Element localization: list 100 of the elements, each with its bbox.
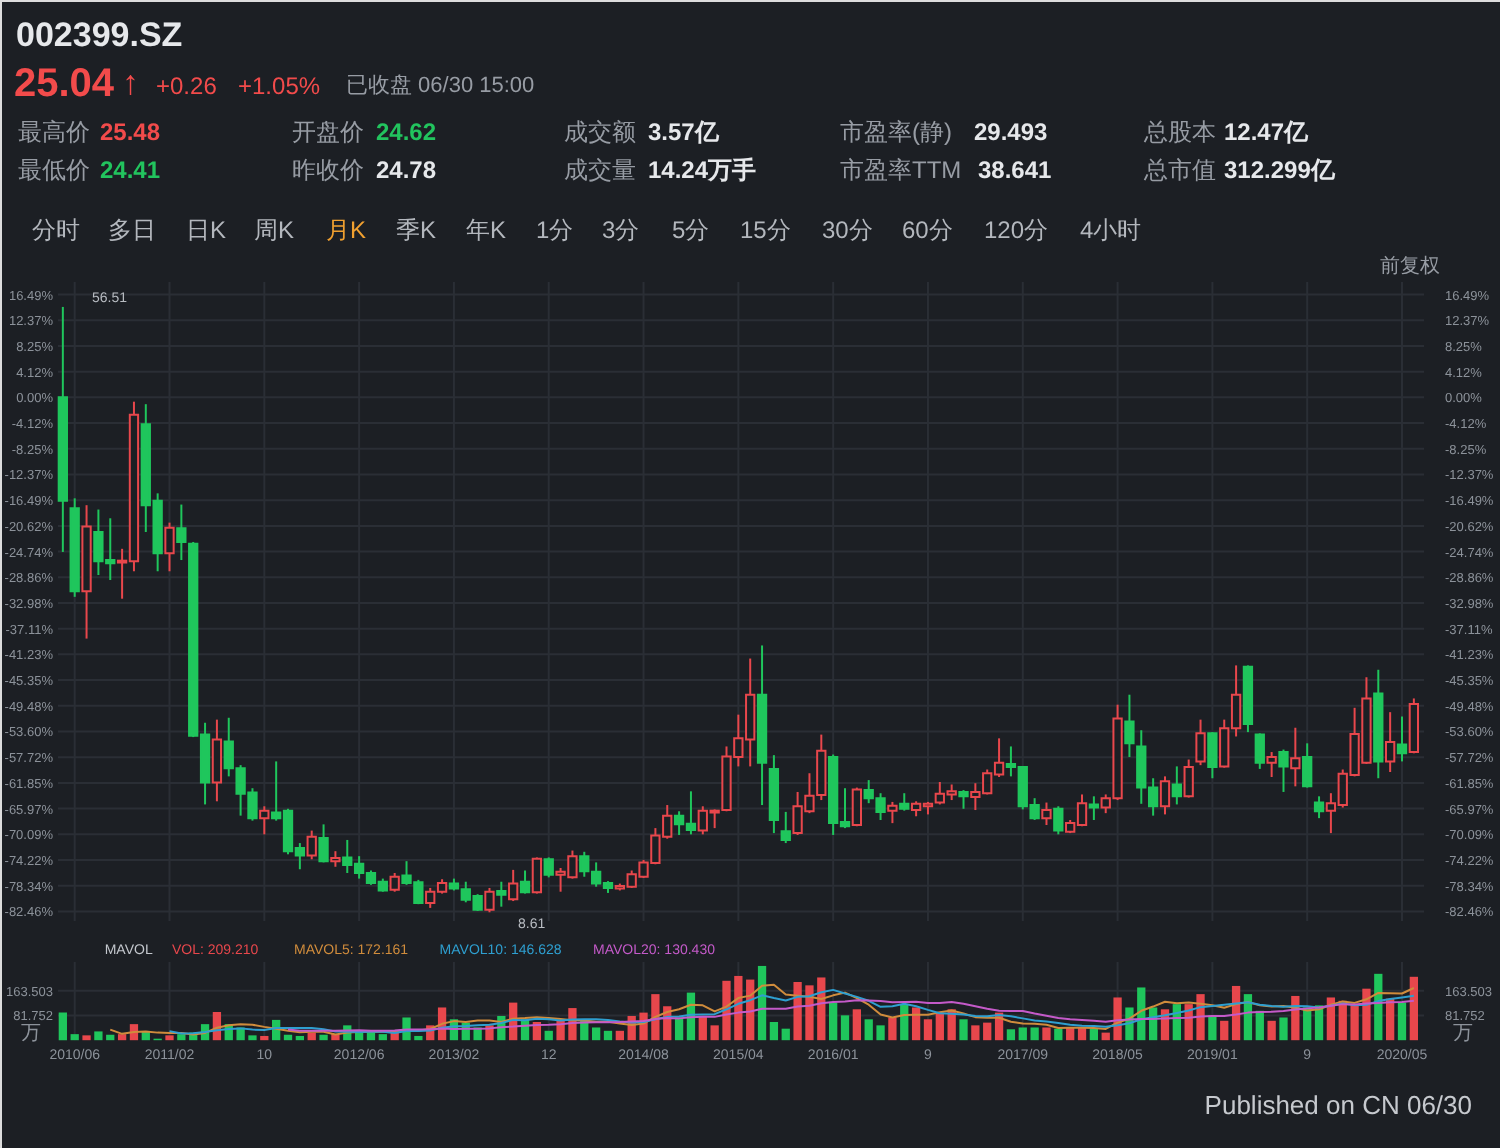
- text: 年K: [466, 216, 507, 244]
- bar: [591, 1027, 601, 1041]
- bar: [959, 1019, 968, 1041]
- bar: [378, 1034, 387, 1041]
- candlestick: [1041, 801, 1052, 826]
- text: 1分: [536, 216, 574, 244]
- candlestick: [1290, 726, 1301, 788]
- candlestick: [211, 718, 223, 803]
- candlestick: [531, 856, 543, 895]
- text: 开盘价: [292, 118, 364, 146]
- bar: [1006, 1029, 1016, 1041]
- text: 市盈率TTM: [840, 156, 962, 184]
- text: 312.299亿: [1224, 156, 1337, 184]
- text: 已收盘 06/30 15:00: [346, 74, 535, 98]
- text: ↑: [122, 64, 139, 102]
- text: 25.04: [14, 62, 116, 106]
- text: Published on CN 06/30: [1204, 1090, 1472, 1120]
- candlestick: [519, 869, 531, 895]
- bar: [935, 1012, 944, 1041]
- y2-axis-title: 万: [1453, 1023, 1473, 1046]
- text: 月K: [326, 216, 367, 244]
- candlestick: [1254, 732, 1265, 770]
- candlestick: [1207, 731, 1218, 780]
- candlestick: [1053, 805, 1064, 836]
- bar: [1220, 1020, 1229, 1041]
- text: 总股本: [1142, 118, 1216, 146]
- text: 成交额: [564, 118, 636, 146]
- bar: [117, 1034, 127, 1041]
- bar: [888, 1017, 897, 1041]
- bar: [1042, 1027, 1051, 1041]
- bar: [1054, 1028, 1063, 1041]
- candlestick: [164, 521, 175, 573]
- candlestick: [389, 872, 400, 893]
- candlestick: [780, 810, 791, 845]
- candlestick: [543, 856, 554, 879]
- bar: [1267, 1020, 1276, 1041]
- bar: [82, 1035, 91, 1041]
- bar: [615, 1030, 624, 1041]
- candlestick: [496, 880, 507, 908]
- bar: [781, 1028, 790, 1041]
- bar: [295, 1035, 305, 1041]
- candlestick: [1088, 795, 1100, 822]
- candlestick: [1385, 711, 1396, 773]
- text: 15分: [740, 216, 791, 244]
- text: 24.41: [100, 156, 161, 184]
- candlestick: [887, 800, 898, 825]
- text: 4小时: [1080, 216, 1142, 244]
- bar: [603, 1030, 613, 1041]
- text: 38.641: [978, 156, 1053, 184]
- bar: [1208, 1015, 1217, 1041]
- text: 最高价: [18, 118, 90, 146]
- candlestick: [1396, 715, 1408, 763]
- bar: [829, 1002, 838, 1041]
- text: 最低价: [18, 156, 90, 184]
- chart-title: 002399.SZ: [16, 16, 183, 54]
- bar: [58, 1012, 67, 1041]
- candlestick: [1313, 795, 1325, 820]
- line-series: [287, 999, 1415, 1032]
- text: 多日: [108, 216, 156, 244]
- candlestick: [259, 805, 270, 836]
- bar: [1326, 997, 1336, 1041]
- bar: [911, 1007, 921, 1041]
- candlestick: [1183, 758, 1194, 799]
- text: 季K: [396, 216, 437, 244]
- text: +1.05%: [238, 72, 321, 100]
- text: 120分: [984, 216, 1049, 244]
- text: +0.26: [156, 72, 218, 100]
- candlestick: [484, 886, 495, 914]
- text: 24.62: [376, 118, 437, 146]
- bar: [319, 1034, 328, 1041]
- candlestick: [1266, 751, 1277, 778]
- y-axis-title: 万: [21, 1023, 41, 1046]
- bar: [165, 1035, 174, 1041]
- text: 3.57亿: [648, 118, 721, 146]
- text: 30分: [822, 216, 873, 244]
- text: 分时: [32, 216, 80, 244]
- line-series: [109, 983, 1415, 1036]
- text: 5分: [672, 216, 710, 244]
- text: 总市值: [1142, 156, 1216, 184]
- text: 24.78: [376, 156, 437, 184]
- bar: [1397, 1002, 1407, 1041]
- candlestick: [306, 829, 317, 861]
- text: 昨收价: [292, 156, 364, 184]
- bar: [1089, 1028, 1099, 1041]
- text: 29.493: [974, 118, 1049, 146]
- candlestick: [318, 823, 329, 864]
- candlestick: [1302, 742, 1313, 789]
- bar: [923, 1019, 933, 1041]
- bar: [1279, 1017, 1288, 1041]
- text: 60分: [902, 216, 953, 244]
- bar: [1409, 976, 1418, 1041]
- bar: [544, 1030, 553, 1041]
- bar: [260, 1035, 269, 1041]
- bar: [70, 1034, 79, 1041]
- text: 14.24万手: [648, 156, 757, 184]
- candlestick: [1159, 775, 1171, 816]
- candlestick: [508, 868, 519, 903]
- text: 成交量: [564, 156, 636, 184]
- bar: [852, 1009, 862, 1041]
- candlestick: [1195, 718, 1206, 767]
